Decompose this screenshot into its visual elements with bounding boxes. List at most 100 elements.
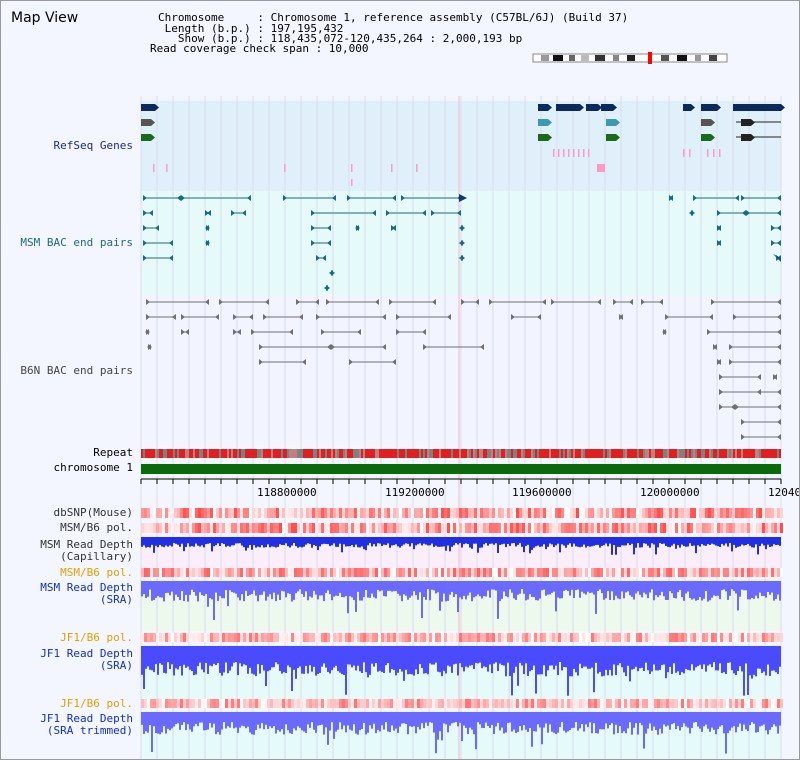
msm-pol-cell	[168, 523, 171, 533]
track-label-msm-pol-2[interactable]: MSM/B6 pol.	[60, 566, 133, 579]
msm-pol2-cell	[534, 568, 537, 577]
jf1-depth-sra-bar	[537, 646, 539, 675]
track-label-msm-pol[interactable]: MSM/B6 pol.	[60, 521, 133, 534]
jf1-pol2-cell	[633, 699, 636, 708]
msm-depth-sra-bar	[395, 581, 397, 592]
msm-depth-sra-bar	[337, 581, 339, 596]
refseq-pink-mark	[558, 149, 560, 157]
jf1-depth-sra-bar	[237, 646, 239, 676]
jf1-depth-sra-bar	[597, 646, 599, 674]
msm-depth-sra-bar	[511, 581, 513, 593]
jf1-depth-trim-bar	[237, 712, 239, 733]
track-label-jf1-pol[interactable]: JF1/B6 pol.	[60, 631, 133, 644]
msm-bac-pair-end	[717, 225, 721, 231]
jf1-depth-sra-bar	[207, 646, 209, 674]
dbsnp-cell	[273, 508, 276, 518]
jf1-pol-cell	[309, 633, 312, 642]
axis-tick-label: 12040	[768, 486, 800, 499]
repeat-segment	[287, 449, 289, 458]
track-label-repeat[interactable]: Repeat	[93, 446, 133, 459]
repeat-segment	[709, 449, 711, 458]
track-label-jf1-pol-2[interactable]: JF1/B6 pol.	[60, 697, 133, 710]
msm-depth-cap-bar	[607, 537, 609, 547]
jf1-depth-sra-bar	[385, 646, 387, 666]
jf1-depth-sra-bar	[547, 646, 549, 671]
track-label-jf1-depth-trim[interactable]: JF1 Read Depth	[40, 712, 133, 725]
track-label-jf1-depth-sra[interactable]: JF1 Read Depth	[40, 647, 133, 660]
dbsnp-cell	[195, 508, 198, 518]
jf1-pol-cell	[396, 633, 399, 642]
track-label-msm-depth-cap[interactable]: MSM Read Depth	[40, 538, 133, 551]
msm-depth-sra-bar	[315, 581, 317, 595]
repeat-segment	[621, 449, 623, 458]
msm-depth-cap-bar	[241, 537, 243, 546]
repeat-segment	[345, 449, 347, 458]
jf1-pol-cell	[336, 633, 339, 642]
jf1-depth-trim-bar	[549, 712, 551, 725]
jf1-pol2-cell	[159, 699, 162, 708]
repeat-segment	[613, 449, 615, 458]
jf1-depth-sra-bar	[543, 646, 545, 666]
repeat-segment	[663, 449, 665, 458]
jf1-depth-sra-bar	[593, 646, 595, 693]
msm-depth-sra-bar	[551, 581, 553, 593]
repeat-segment	[459, 449, 461, 458]
jf1-depth-trim-bar	[529, 712, 531, 729]
msm-depth-cap-bar	[243, 537, 245, 548]
msm-depth-cap-bar	[231, 537, 233, 546]
jf1-pol2-cell	[384, 699, 387, 708]
track-label-dbsnp[interactable]: dbSNP(Mouse)	[53, 506, 133, 519]
jf1-depth-sra-bar	[145, 646, 147, 669]
repeat-segment	[507, 449, 509, 458]
track-label-refseq[interactable]: RefSeq Genes	[53, 139, 133, 152]
msm-depth-sra-bar	[479, 581, 481, 597]
repeat-segment	[559, 449, 561, 458]
msm-depth-cap-bar	[685, 537, 687, 547]
jf1-depth-sra-bar	[219, 646, 221, 673]
msm-depth-sra-bar	[287, 581, 289, 594]
msm-pol2-cell	[468, 568, 471, 577]
repeat-segment	[309, 449, 311, 458]
track-label-msm-depth-sra[interactable]: MSM Read Depth	[40, 581, 133, 594]
msm-depth-sra-bar	[465, 581, 467, 600]
repeat-segment	[521, 449, 523, 458]
msm-depth-sra-bar	[453, 581, 455, 598]
msm-depth-cap-bar	[539, 537, 541, 547]
track-label-chromosome[interactable]: chromosome 1	[53, 461, 133, 474]
track-label-msm-bac[interactable]: MSM BAC end pairs	[20, 236, 133, 249]
repeat-segment	[737, 449, 739, 458]
repeat-segment	[715, 449, 717, 458]
msm-pol2-cell	[273, 568, 276, 577]
jf1-depth-trim-bar	[509, 712, 511, 723]
b6n-bac-pair-end	[259, 359, 263, 365]
b6n-bac-pair-end	[511, 314, 515, 320]
msm-depth-cap-bar	[321, 537, 323, 545]
jf1-pol-cell	[246, 633, 249, 642]
msm-depth-sra-bar	[391, 581, 393, 592]
msm-pol-cell	[723, 523, 726, 533]
refseq-gene-arrow	[781, 104, 785, 111]
jf1-depth-trim-bar	[411, 712, 413, 727]
msm-depth-sra-bar	[405, 581, 407, 596]
track-label-b6n-bac[interactable]: B6N BAC end pairs	[20, 364, 133, 377]
jf1-pol-cell	[405, 633, 408, 642]
msm-depth-cap-bar	[711, 537, 713, 544]
msm-bac-pair-end	[327, 240, 331, 246]
msm-pol2-cell	[675, 568, 678, 577]
jf1-depth-trim-bar	[319, 712, 321, 726]
msm-depth-sra-bar	[735, 581, 737, 594]
msm-depth-sra-bar	[147, 581, 149, 597]
jf1-pol2-cell	[681, 699, 684, 708]
b6n-bac-pair-end	[597, 299, 601, 305]
jf1-depth-trim-bar	[399, 712, 401, 727]
jf1-pol2-cell	[417, 699, 420, 708]
jf1-depth-sra-bar	[447, 646, 449, 666]
msm-depth-cap-bar	[297, 537, 299, 548]
jf1-depth-trim-bar	[417, 712, 419, 727]
msm-depth-sra-bar	[187, 581, 189, 602]
msm-depth-sra-bar	[149, 581, 151, 590]
jf1-depth-sra-bar	[335, 646, 337, 666]
dbsnp-cell	[726, 508, 729, 518]
repeat-segment	[537, 449, 539, 458]
